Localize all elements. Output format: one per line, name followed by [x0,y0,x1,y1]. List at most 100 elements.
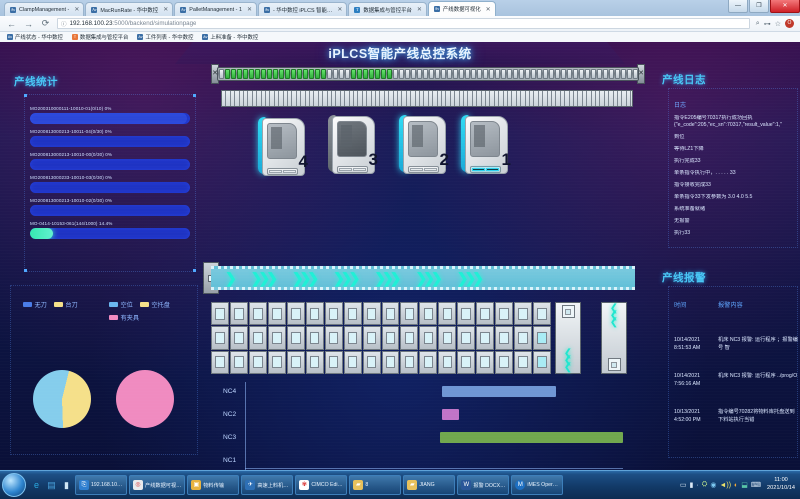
storage-cell[interactable] [381,350,400,374]
tool-slot[interactable] [261,69,266,79]
tool-slot[interactable] [393,69,398,79]
pallet-slot[interactable] [345,91,350,106]
pallet-slot[interactable] [556,91,561,106]
pallet-slot[interactable] [451,91,456,106]
storage-cell[interactable] [438,350,457,374]
stat-row[interactable]: MO200813000213-10010-02(0/30) 0% [30,198,190,216]
tool-slot[interactable] [435,69,440,79]
pallet-slot[interactable] [226,91,231,106]
pallet-slot[interactable] [543,91,548,106]
tray-show-desktop-icon[interactable]: ▭ [679,482,687,489]
pallet-slot[interactable] [565,91,570,106]
storage-cell[interactable] [267,326,286,350]
tool-slot[interactable] [483,69,488,79]
tool-slot[interactable] [357,69,362,79]
pallet-slot[interactable] [578,91,583,106]
main-conveyor[interactable]: ❯ ❯❯❯ ❯❯❯ ❯❯❯ ❯❯❯ ❯❯❯ ❯❯❯ [211,266,635,290]
cnc-machine-1[interactable]: 1 [461,114,511,176]
pallet-slot[interactable] [363,91,368,106]
pallet-slot[interactable] [231,91,236,106]
pallet-slot[interactable] [574,91,579,106]
tool-slot[interactable] [249,69,254,79]
pallet-slot[interactable] [424,91,429,106]
tray-ime-icon[interactable]: ⌨ [750,482,761,489]
pallet-slot[interactable] [301,91,306,106]
pallet-slot[interactable] [464,91,469,106]
pallet-slot[interactable] [389,91,394,106]
pallet-slot[interactable] [416,91,420,106]
storage-cell[interactable] [248,326,267,350]
pallet-slot[interactable] [222,91,227,106]
tool-slot[interactable] [369,69,374,79]
pallet-slot[interactable] [244,91,249,106]
machine-control-panel[interactable] [470,166,501,173]
bookmark-item[interactable]: Av 产线状态 - 华中数控 [7,33,63,41]
storage-cell[interactable] [457,350,476,374]
tool-slot[interactable] [267,69,272,79]
pallet-slot[interactable] [262,91,266,106]
tool-slot[interactable] [351,69,356,79]
pallet-pie-chart[interactable] [116,370,174,428]
gantt-bar-nc2[interactable] [442,409,459,420]
pallet-storage-grid[interactable] [211,302,551,374]
tool-slot[interactable] [381,69,386,79]
tool-slot[interactable] [411,69,416,79]
tool-slot[interactable] [423,69,428,79]
alarm-row[interactable]: 10/13/2021 4:52:00 PM 指令编号70282将物料库托盘送到下… [674,409,798,424]
pallet-slot[interactable] [248,91,253,106]
pallet-slot[interactable] [548,91,552,106]
close-icon[interactable]: ✕ [163,7,169,13]
storage-cell[interactable] [343,350,362,374]
storage-cell[interactable] [286,326,305,350]
tool-slot[interactable] [447,69,452,79]
pallet-slot[interactable] [442,91,447,106]
pallet-slot[interactable] [490,91,495,106]
tool-slot[interactable] [471,69,476,79]
folder-icon[interactable]: ▤ [47,479,56,490]
storage-cell[interactable] [476,326,495,350]
tool-magazine-rail[interactable] [217,67,639,81]
pallet-slot[interactable] [587,91,592,106]
pallet-slot[interactable] [521,91,526,106]
tool-slot[interactable] [219,69,224,79]
tool-slot[interactable] [507,69,512,79]
tool-slot[interactable] [621,69,626,79]
pallet-slot[interactable] [275,91,280,106]
tool-slot[interactable] [513,69,518,79]
pallet-slot[interactable] [420,91,425,106]
stat-row[interactable]: MO-0414-10153-061(144/1000) 14.4% [30,221,190,239]
tool-slot[interactable] [339,69,344,79]
tool-slot[interactable] [591,69,596,79]
bookmark-item[interactable]: Av 上料准备 - 华中数控 [202,33,258,41]
machine-control-panel[interactable] [267,168,298,175]
pallet-slot[interactable] [284,91,288,106]
minimize-button[interactable]: — [728,0,748,13]
tool-slot[interactable] [279,69,284,79]
pallet-slot[interactable] [332,91,337,106]
stat-row[interactable]: MO200813000213-10010-00(0/30) 0% [30,152,190,170]
pallet-slot[interactable] [328,91,332,106]
storage-cell[interactable] [419,302,438,326]
profile-avatar[interactable]: O [785,19,794,28]
pallet-slot[interactable] [526,91,530,106]
tool-slot[interactable] [297,69,302,79]
browser-tab-active[interactable]: Av 产线数据可视化 ✕ [427,1,496,16]
pallet-slot[interactable] [583,91,588,106]
tool-slot[interactable] [561,69,566,79]
pallet-slot[interactable] [257,91,262,106]
pallet-slot[interactable] [306,91,310,106]
storage-cell[interactable] [248,350,267,374]
pallet-slot[interactable] [468,91,473,106]
storage-cell[interactable] [362,326,381,350]
tool-slot[interactable] [627,69,632,79]
tool-slot[interactable] [615,69,620,79]
machine-gantt-chart[interactable]: NC4 NC2 NC3 NC1 10:00 10:01 [223,378,633,470]
pallet-slot[interactable] [561,91,566,106]
storage-cell[interactable] [495,326,514,350]
taskbar-button[interactable]: M iMES Oper… [511,475,564,495]
storage-cell[interactable] [305,326,324,350]
start-button[interactable] [2,473,26,497]
pallet-slot[interactable] [253,91,258,106]
lift-station-b[interactable]: ❮ ❮ ❮ [601,302,627,374]
pallet-slot[interactable] [380,91,385,106]
